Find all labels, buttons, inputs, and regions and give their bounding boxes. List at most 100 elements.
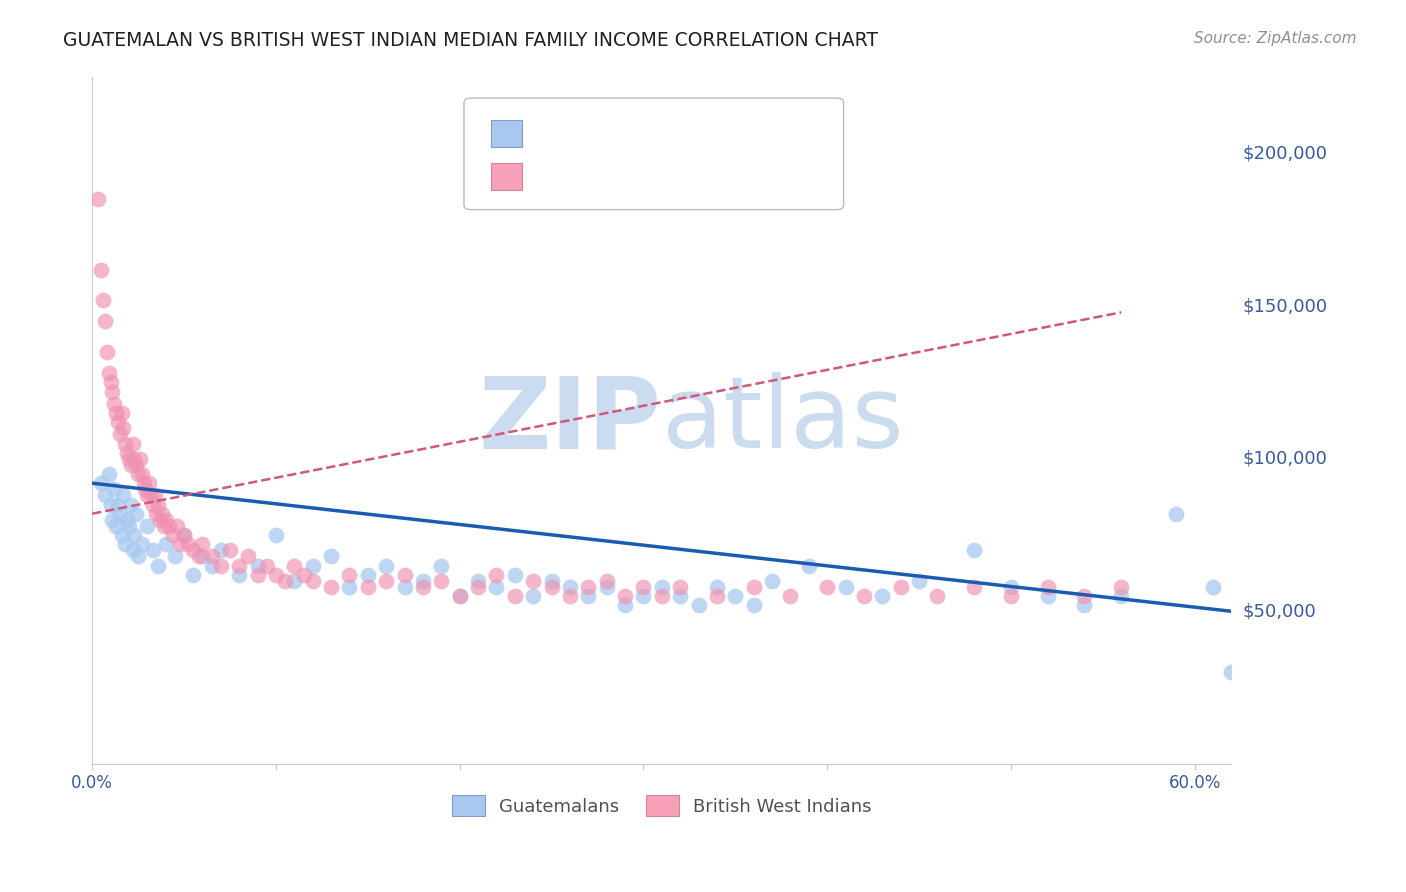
Point	[558, 589, 581, 603]
Point	[153, 519, 176, 533]
Text: N = 90: N = 90	[695, 168, 762, 186]
Point	[274, 574, 297, 588]
Point	[124, 451, 146, 466]
Point	[596, 574, 619, 588]
Point	[107, 415, 129, 429]
Point	[90, 476, 112, 491]
Point	[149, 513, 172, 527]
Point	[228, 567, 250, 582]
Text: R = -0.447: R = -0.447	[547, 124, 652, 143]
Point	[121, 436, 143, 450]
Point	[724, 589, 747, 603]
Text: Source: ZipAtlas.com: Source: ZipAtlas.com	[1194, 31, 1357, 46]
Point	[136, 519, 159, 533]
Point	[118, 519, 141, 533]
Point	[201, 558, 224, 573]
Point	[357, 567, 380, 582]
Point	[139, 488, 162, 502]
Point	[209, 543, 232, 558]
Point	[688, 598, 710, 612]
Text: $100,000: $100,000	[1243, 450, 1327, 467]
Point	[614, 589, 637, 603]
Point	[115, 513, 138, 527]
Point	[169, 537, 191, 551]
Point	[503, 589, 526, 603]
Point	[103, 397, 125, 411]
Point	[108, 507, 131, 521]
Text: GUATEMALAN VS BRITISH WEST INDIAN MEDIAN FAMILY INCOME CORRELATION CHART: GUATEMALAN VS BRITISH WEST INDIAN MEDIAN…	[63, 31, 879, 50]
Point	[100, 376, 122, 390]
Point	[430, 574, 453, 588]
Point	[706, 580, 728, 594]
Point	[1166, 507, 1188, 521]
Point	[890, 580, 912, 594]
Point	[108, 427, 131, 442]
Point	[91, 293, 114, 307]
Point	[105, 406, 128, 420]
Point	[138, 476, 160, 491]
Point	[173, 528, 195, 542]
Point	[150, 507, 173, 521]
Point	[129, 451, 152, 466]
Point	[121, 543, 143, 558]
Point	[97, 367, 120, 381]
Point	[107, 498, 129, 512]
Point	[1109, 589, 1132, 603]
Point	[228, 558, 250, 573]
Point	[761, 574, 783, 588]
Point	[209, 558, 232, 573]
Point	[173, 528, 195, 542]
Point	[163, 549, 186, 564]
Point	[1036, 580, 1059, 594]
Text: $150,000: $150,000	[1243, 297, 1327, 315]
Point	[669, 589, 692, 603]
Point	[522, 574, 544, 588]
Point	[124, 528, 146, 542]
Point	[394, 580, 416, 594]
Point	[127, 467, 149, 481]
Point	[927, 589, 949, 603]
Point	[162, 528, 184, 542]
Text: ZIP: ZIP	[479, 372, 662, 469]
Point	[1109, 580, 1132, 594]
Point	[110, 528, 132, 542]
Point	[375, 574, 398, 588]
Point	[86, 193, 108, 207]
Point	[669, 580, 692, 594]
Point	[1000, 580, 1022, 594]
Point	[651, 589, 673, 603]
Point	[301, 574, 323, 588]
Point	[100, 498, 122, 512]
Point	[576, 580, 599, 594]
Point	[120, 458, 142, 472]
Point	[112, 488, 135, 502]
Point	[633, 580, 655, 594]
Point	[301, 558, 323, 573]
Point	[430, 558, 453, 573]
Point	[292, 567, 315, 582]
Point	[596, 580, 619, 594]
Text: $50,000: $50,000	[1243, 602, 1316, 620]
Point	[125, 507, 148, 521]
Point	[127, 549, 149, 564]
Point	[238, 549, 260, 564]
Point	[797, 558, 820, 573]
Text: $200,000: $200,000	[1243, 145, 1327, 162]
Point	[815, 580, 838, 594]
Point	[115, 445, 138, 459]
Point	[101, 384, 124, 399]
Point	[742, 598, 765, 612]
Point	[181, 567, 204, 582]
Point	[614, 598, 637, 612]
Point	[155, 513, 177, 527]
Point	[503, 567, 526, 582]
Point	[742, 580, 765, 594]
Point	[142, 498, 165, 512]
Point	[963, 543, 986, 558]
Point	[908, 574, 931, 588]
Point	[264, 567, 287, 582]
Point	[97, 467, 120, 481]
Point	[132, 476, 155, 491]
Point	[319, 580, 342, 594]
Point	[1073, 598, 1095, 612]
